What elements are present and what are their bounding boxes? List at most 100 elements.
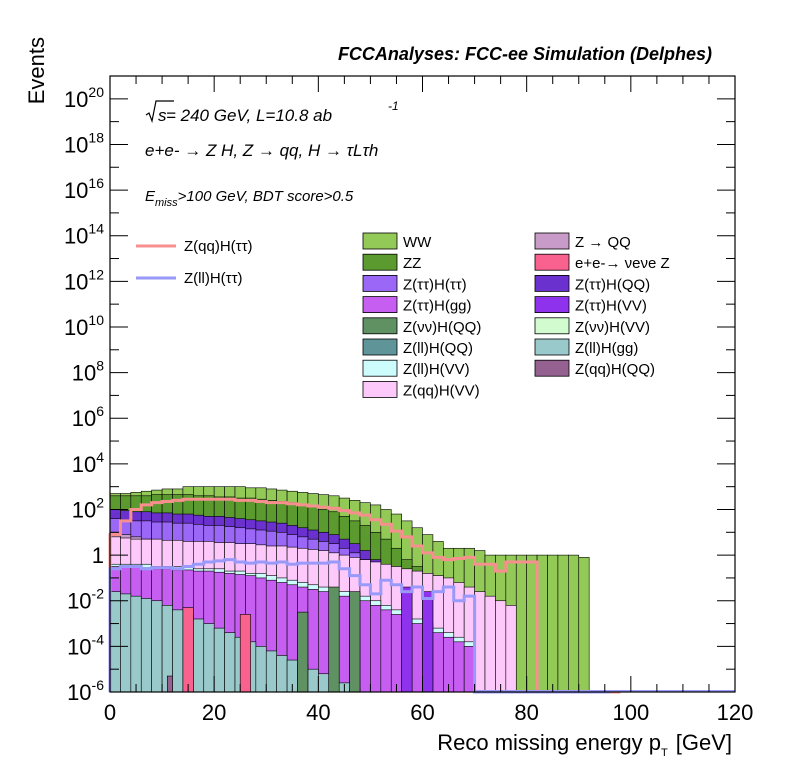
annotation-process: e+e- → Z H, Z → qq, H → τLτh bbox=[145, 141, 378, 160]
legend-label: Z(ll)H(QQ) bbox=[403, 340, 473, 357]
bar-Zll_gg-10 bbox=[213, 627, 225, 693]
legend-swatch bbox=[534, 338, 570, 356]
bar-Ztautau_gg-25 bbox=[370, 605, 382, 693]
legend-swatch bbox=[362, 274, 398, 292]
chart-title: FCCAnalyses: FCC-ee Simulation (Delphes) bbox=[338, 44, 712, 64]
legend-swatch bbox=[534, 317, 570, 335]
y-axis-ticks: 10-6 10-4 10-2 1 102 104 106 108 1010 1012 1014 101… bbox=[64, 75, 735, 705]
y-tick-label: 1016 bbox=[64, 175, 104, 203]
bar-Ztautau_gg-33 bbox=[453, 641, 465, 693]
bar-Zll_gg-20 bbox=[318, 673, 330, 693]
bar-Zll_gg-0 bbox=[109, 591, 121, 693]
legend-swatch bbox=[534, 274, 570, 292]
legend-label: Z(ll)H(gg) bbox=[575, 340, 638, 357]
legend-swatch bbox=[362, 232, 398, 250]
annotation-sqrt-s: s bbox=[158, 106, 167, 125]
legend-label: Z(ττ)H(gg) bbox=[403, 298, 472, 315]
legend-swatch bbox=[362, 380, 398, 398]
bar-Ztautau_gg-32 bbox=[443, 636, 455, 693]
legend-label: Z(qq)H(QQ) bbox=[575, 361, 655, 378]
legend-swatch bbox=[534, 296, 570, 314]
x-tick-label: 40 bbox=[306, 700, 330, 725]
x-axis-ticks: 0 20 40 60 80 100 120 bbox=[104, 76, 753, 725]
annotation-cut-sub: miss bbox=[155, 197, 178, 209]
legend-line-label: Z(ll)H(ττ) bbox=[184, 270, 243, 287]
spike-bar-WW-8 bbox=[578, 557, 590, 693]
bar-Zll_gg-14 bbox=[255, 646, 267, 693]
bar-Ztautau_gg-26 bbox=[380, 609, 392, 693]
legend-label: e+e-→ νeνe Z bbox=[575, 255, 670, 272]
sqrt-sign-icon bbox=[145, 100, 174, 124]
y-axis-label: Events bbox=[24, 37, 49, 104]
y-tick-label: 1012 bbox=[64, 266, 104, 294]
legend-swatch bbox=[362, 359, 398, 377]
legend-label: Z(νν)H(QQ) bbox=[403, 319, 481, 336]
spike-bar-ee_nunuZ-1 bbox=[182, 607, 194, 693]
legend-label: ZZ bbox=[403, 255, 421, 272]
spike-bar-Zqq_QQ-0 bbox=[166, 675, 173, 693]
spike-bar-Znunu_QQ-4 bbox=[328, 586, 340, 693]
y-tick-label: 104 bbox=[72, 449, 104, 477]
bar-Zll_gg-3 bbox=[140, 598, 152, 693]
annotation-cuts: Emiss>100 GeV, BDT score>0.5 bbox=[145, 188, 354, 209]
bar-WW-43 bbox=[557, 554, 569, 693]
bar-Zqq_VV-38 bbox=[505, 605, 517, 693]
spike-bar-Ztautau_VV-7 bbox=[422, 591, 434, 693]
spike-bar-Znunu_QQ-3 bbox=[297, 611, 309, 693]
bar-Zll_gg-9 bbox=[203, 623, 215, 693]
bar-Zqq_VV-35 bbox=[474, 591, 486, 693]
bar-Ztautau_gg-24 bbox=[359, 600, 371, 693]
bar-Zll_gg-2 bbox=[130, 595, 142, 693]
y-tick-label: 1 bbox=[92, 543, 104, 568]
legend-swatch bbox=[534, 232, 570, 250]
legend-label: Z(νν)H(VV) bbox=[575, 319, 650, 336]
y-tick-label: 106 bbox=[72, 403, 104, 431]
legend-line-label: Z(qq)H(ττ) bbox=[184, 238, 253, 255]
x-tick-label: 80 bbox=[514, 700, 538, 725]
legend-label: Z → QQ bbox=[575, 234, 631, 251]
bar-Zll_gg-15 bbox=[265, 650, 277, 693]
bar-Zll_gg-6 bbox=[172, 609, 184, 693]
legend-label: Z(ll)H(VV) bbox=[403, 361, 470, 378]
energy-annotation: s = 240 GeV, L=10.8 ab -1 bbox=[145, 99, 399, 125]
legend: Z(qq)H(ττ) Z(ll)H(ττ) WW ZZ Z(ττ)H(ττ) Z(ττ)H… bbox=[136, 232, 670, 399]
legend-swatch bbox=[362, 253, 398, 271]
bar-Ztautau_gg-22 bbox=[338, 595, 350, 693]
spike-bar-Znunu_QQ-5 bbox=[349, 591, 361, 693]
annotation-cut-rest: >100 GeV, BDT score>0.5 bbox=[178, 188, 354, 205]
legend-swatch bbox=[362, 317, 398, 335]
x-tick-label: 100 bbox=[612, 700, 649, 725]
bar-Zll_gg-19 bbox=[307, 668, 319, 693]
stacked-histograms bbox=[109, 486, 590, 693]
y-tick-label: 1010 bbox=[64, 312, 104, 340]
legend-swatch bbox=[362, 296, 398, 314]
legend-label: WW bbox=[403, 234, 432, 251]
bar-Zll_gg-4 bbox=[151, 600, 163, 693]
bar-Zll_gg-1 bbox=[120, 593, 132, 693]
overlay-line-Zll_Htautau bbox=[108, 558, 610, 694]
annotation-lumi-exponent: -1 bbox=[388, 99, 399, 113]
x-tick-label: 0 bbox=[104, 700, 116, 725]
y-tick-label: 1020 bbox=[64, 84, 104, 112]
bar-Ztautau_gg-29 bbox=[411, 623, 423, 693]
bar-WW-42 bbox=[547, 554, 559, 693]
y-tick-label: 10-4 bbox=[67, 631, 104, 659]
x-axis-label-main: Reco missing energy p bbox=[437, 730, 661, 755]
legend-label: Z(qq)H(VV) bbox=[403, 382, 480, 399]
legend-label: Z(ττ)H(QQ) bbox=[575, 276, 650, 293]
bar-Ztautau_gg-31 bbox=[432, 632, 444, 693]
x-tick-label: 120 bbox=[717, 700, 754, 725]
x-axis-label: Reco missing energy pT [GeV] bbox=[437, 730, 732, 759]
legend-label: Z(ττ)H(VV) bbox=[575, 298, 647, 315]
x-tick-label: 60 bbox=[410, 700, 434, 725]
annotation-energy-lumi: = 240 GeV, L=10.8 ab bbox=[166, 106, 332, 125]
x-tick-label: 20 bbox=[202, 700, 226, 725]
y-tick-label: 102 bbox=[72, 494, 104, 522]
bar-WW-39 bbox=[515, 554, 527, 693]
bar-Zll_gg-11 bbox=[224, 632, 236, 693]
y-tick-label: 1014 bbox=[64, 221, 104, 249]
bar-WW-44 bbox=[568, 554, 580, 693]
spike-bar-ee_nunuZ-2 bbox=[239, 614, 251, 693]
legend-swatch bbox=[534, 253, 570, 271]
